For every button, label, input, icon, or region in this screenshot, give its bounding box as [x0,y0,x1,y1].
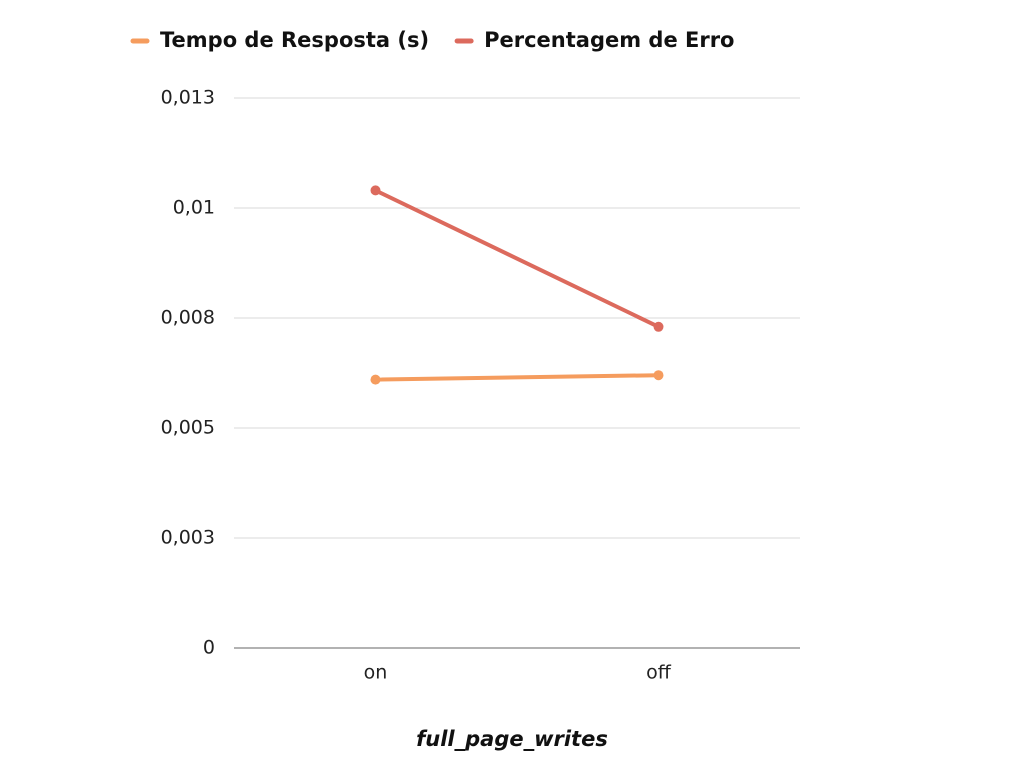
legend-label: Tempo de Resposta (s) [160,28,429,52]
series-line [373,373,661,382]
y-tick-label: 0,005 [161,417,215,439]
y-tick-label: 0,013 [161,87,215,109]
y-tick-label: 0,01 [173,197,215,219]
y-tick-label: 0,008 [161,307,215,329]
data-point [653,370,664,381]
series-line [373,188,661,329]
data-point [370,185,381,196]
y-tick-label: 0 [203,637,215,659]
legend-label: Percentagem de Erro [484,28,734,52]
y-tick-label: 0,003 [161,527,215,549]
data-point [370,374,381,385]
x-tick-label: off [646,662,672,684]
x-tick-label: on [364,662,388,684]
x-axis-title: full_page_writes [416,727,608,751]
data-point [653,321,664,332]
